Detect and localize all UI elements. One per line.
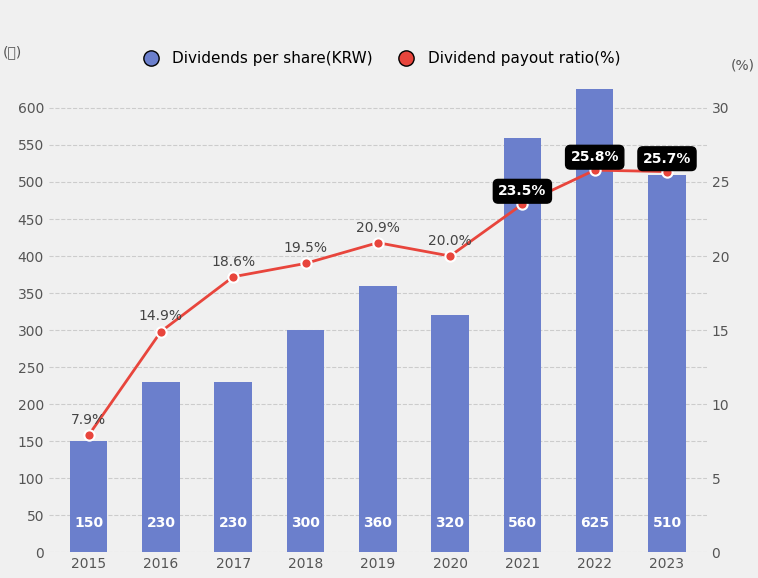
Text: 20.0%: 20.0% xyxy=(428,234,472,248)
Text: 18.6%: 18.6% xyxy=(211,255,255,269)
Point xyxy=(83,431,95,440)
Text: 150: 150 xyxy=(74,516,103,530)
Text: 23.5%: 23.5% xyxy=(498,184,547,198)
Point xyxy=(227,272,240,281)
Point xyxy=(661,167,673,176)
Text: 25.8%: 25.8% xyxy=(571,150,619,164)
Point xyxy=(371,238,384,247)
Text: 625: 625 xyxy=(580,516,609,530)
Text: 560: 560 xyxy=(508,516,537,530)
Text: 300: 300 xyxy=(291,516,320,530)
Bar xyxy=(70,441,108,552)
Text: 20.9%: 20.9% xyxy=(356,221,399,235)
Legend: Dividends per share(KRW), Dividend payout ratio(%): Dividends per share(KRW), Dividend payou… xyxy=(130,45,626,72)
Text: 510: 510 xyxy=(653,516,681,530)
Bar xyxy=(503,138,541,552)
Point xyxy=(299,259,312,268)
Text: 14.9%: 14.9% xyxy=(139,309,183,324)
Y-axis label: (원): (원) xyxy=(3,45,22,59)
Bar xyxy=(431,315,469,552)
Bar xyxy=(215,382,252,552)
Text: 360: 360 xyxy=(363,516,392,530)
Y-axis label: (%): (%) xyxy=(731,59,755,73)
Text: 230: 230 xyxy=(146,516,175,530)
Text: 25.7%: 25.7% xyxy=(643,151,691,166)
Text: 7.9%: 7.9% xyxy=(71,413,106,427)
Point xyxy=(155,327,167,336)
Bar xyxy=(287,330,324,552)
Bar xyxy=(648,175,686,552)
Bar xyxy=(359,286,396,552)
Point xyxy=(516,199,528,209)
Text: 320: 320 xyxy=(436,516,465,530)
Bar xyxy=(576,90,613,552)
Bar xyxy=(143,382,180,552)
Point xyxy=(589,165,601,175)
Text: 19.5%: 19.5% xyxy=(283,241,327,255)
Text: 230: 230 xyxy=(219,516,248,530)
Point xyxy=(444,251,456,261)
